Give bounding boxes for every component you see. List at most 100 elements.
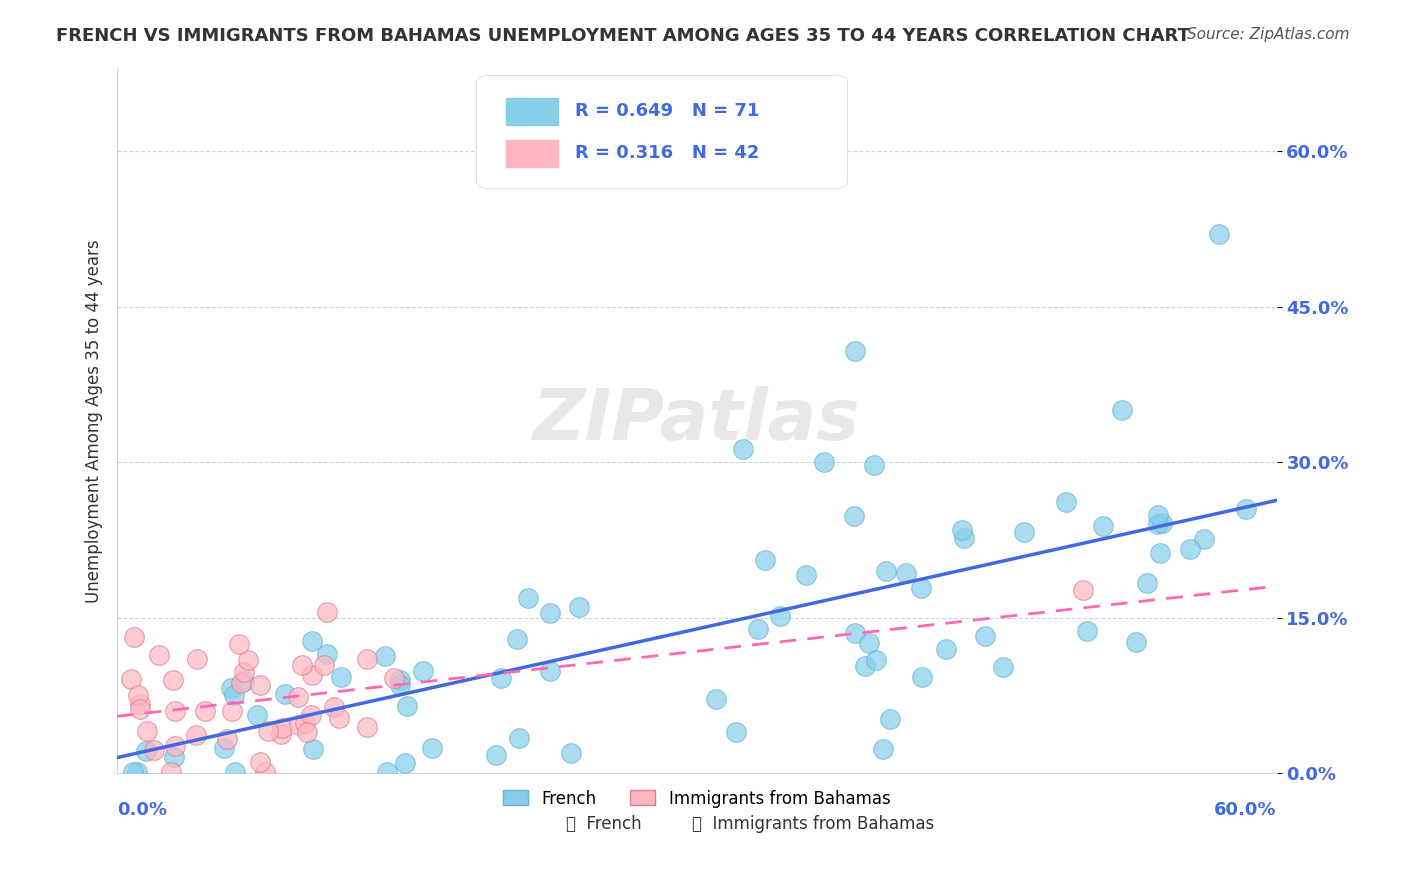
French [412, 664, 434, 678]
French [911, 670, 934, 684]
French [394, 756, 416, 770]
French [953, 532, 976, 546]
French [1136, 576, 1159, 591]
French [1111, 403, 1133, 417]
French [894, 566, 917, 581]
French [704, 692, 727, 706]
French [844, 626, 866, 640]
Immigrants from Bahamas [356, 651, 378, 665]
French [246, 708, 269, 723]
Text: Source: ZipAtlas.com: Source: ZipAtlas.com [1187, 27, 1350, 42]
French [389, 673, 412, 688]
Immigrants from Bahamas [312, 658, 335, 673]
French [301, 741, 323, 756]
French [731, 442, 754, 457]
French [1147, 508, 1170, 522]
French [1076, 624, 1098, 639]
French [910, 582, 932, 596]
Legend: French, Immigrants from Bahamas: French, Immigrants from Bahamas [496, 783, 897, 814]
Text: ⬜  Immigrants from Bahamas: ⬜ Immigrants from Bahamas [692, 815, 934, 833]
Text: 60.0%: 60.0% [1215, 801, 1277, 820]
French [375, 765, 398, 780]
Immigrants from Bahamas [322, 700, 344, 714]
French [844, 344, 866, 359]
Text: R = 0.649   N = 71: R = 0.649 N = 71 [575, 102, 759, 120]
Text: ⬜  French: ⬜ French [567, 815, 643, 833]
French [769, 609, 792, 624]
French [991, 660, 1014, 674]
Immigrants from Bahamas [384, 671, 406, 685]
French [316, 647, 339, 661]
French [274, 687, 297, 701]
FancyBboxPatch shape [477, 76, 848, 188]
French [374, 648, 396, 663]
French [219, 681, 242, 695]
French [538, 607, 561, 621]
French [568, 599, 591, 614]
Immigrants from Bahamas [194, 704, 217, 718]
French [858, 636, 880, 650]
French [862, 458, 884, 472]
French [865, 653, 887, 667]
French [396, 698, 419, 713]
Immigrants from Bahamas [356, 720, 378, 734]
Immigrants from Bahamas [228, 637, 250, 651]
Immigrants from Bahamas [295, 724, 318, 739]
Text: R = 0.316   N = 42: R = 0.316 N = 42 [575, 145, 759, 162]
Bar [506, 98, 558, 125]
Immigrants from Bahamas [186, 728, 208, 742]
French [505, 632, 527, 646]
Immigrants from Bahamas [238, 653, 260, 667]
French [754, 552, 776, 566]
French [517, 591, 540, 605]
French [1092, 519, 1115, 533]
Immigrants from Bahamas [120, 673, 142, 687]
Immigrants from Bahamas [143, 742, 166, 756]
French [879, 713, 901, 727]
Immigrants from Bahamas [316, 605, 339, 619]
French [538, 664, 561, 678]
Text: FRENCH VS IMMIGRANTS FROM BAHAMAS UNEMPLOYMENT AMONG AGES 35 TO 44 YEARS CORRELA: FRENCH VS IMMIGRANTS FROM BAHAMAS UNEMPL… [56, 27, 1189, 45]
Immigrants from Bahamas [256, 724, 278, 739]
Immigrants from Bahamas [165, 704, 187, 718]
French [560, 746, 582, 760]
Immigrants from Bahamas [328, 711, 350, 725]
French [1234, 501, 1257, 516]
Immigrants from Bahamas [249, 756, 271, 770]
French [1125, 635, 1147, 649]
French [485, 748, 508, 763]
Immigrants from Bahamas [159, 765, 181, 780]
Immigrants from Bahamas [124, 631, 146, 645]
French [1208, 227, 1230, 242]
French [1054, 495, 1077, 509]
French [1012, 525, 1035, 540]
French [163, 749, 186, 764]
French [853, 659, 876, 673]
French [127, 765, 149, 780]
Immigrants from Bahamas [287, 690, 309, 704]
Immigrants from Bahamas [301, 668, 323, 682]
French [224, 765, 246, 780]
French [935, 641, 957, 656]
Immigrants from Bahamas [231, 675, 253, 690]
French [222, 688, 245, 702]
French [489, 671, 512, 685]
French [1149, 546, 1171, 560]
French [1192, 532, 1215, 546]
French [1152, 516, 1174, 531]
Immigrants from Bahamas [186, 652, 208, 666]
French [301, 634, 323, 648]
Immigrants from Bahamas [271, 722, 294, 736]
French [794, 568, 817, 582]
Bar [506, 140, 558, 167]
Immigrants from Bahamas [253, 765, 276, 780]
Text: ZIPatlas: ZIPatlas [533, 386, 860, 455]
French [508, 731, 530, 745]
French [875, 564, 897, 578]
French [388, 677, 411, 691]
Immigrants from Bahamas [233, 665, 256, 680]
Immigrants from Bahamas [1073, 582, 1095, 597]
French [813, 455, 835, 469]
Immigrants from Bahamas [162, 673, 184, 687]
French [974, 629, 997, 643]
